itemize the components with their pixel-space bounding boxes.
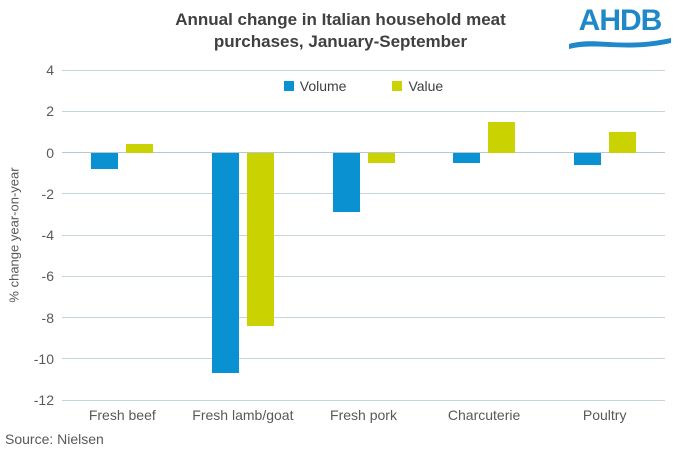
bar-value-fresh-beef bbox=[126, 144, 154, 153]
value-legend-label: Value bbox=[408, 78, 444, 94]
y-tick-label: -6 bbox=[41, 268, 54, 285]
gridline bbox=[62, 275, 665, 277]
gridline bbox=[62, 69, 665, 71]
gridline bbox=[62, 193, 665, 195]
y-tick-label: 0 bbox=[46, 144, 54, 161]
x-axis-label: Fresh beef bbox=[88, 407, 156, 423]
volume-swatch-icon bbox=[283, 81, 294, 91]
y-tick-label: 2 bbox=[46, 103, 54, 120]
source-note: Source: Nielsen bbox=[5, 431, 104, 447]
ahdb-logo: AHDB bbox=[569, 6, 671, 51]
chart-title: Annual change in Italian household meat … bbox=[175, 10, 506, 51]
zero-gridline bbox=[62, 152, 665, 153]
x-axis-label: Fresh pork bbox=[330, 407, 397, 423]
y-tick-label: -10 bbox=[33, 350, 54, 367]
value-swatch-icon bbox=[392, 81, 403, 91]
ahdb-logo-swoosh-icon bbox=[569, 38, 671, 49]
gridline bbox=[62, 317, 665, 318]
y-tick-label: -12 bbox=[33, 392, 54, 408]
bar-volume-poultry bbox=[573, 152, 601, 165]
bar-value-charcuterie bbox=[488, 121, 516, 153]
gridline bbox=[62, 234, 665, 236]
y-tick-label: -8 bbox=[41, 309, 54, 326]
gridline bbox=[62, 399, 665, 401]
legend: Volume Value bbox=[62, 78, 665, 94]
bar-value-poultry bbox=[608, 131, 636, 153]
bar-value-fresh-lamb-goat bbox=[246, 152, 274, 326]
bar-volume-fresh-pork bbox=[332, 152, 360, 213]
legend-item-value: Value bbox=[392, 78, 443, 94]
x-axis-label: Charcuterie bbox=[447, 407, 521, 423]
volume-legend-label: Volume bbox=[299, 78, 347, 94]
y-tick-label: -2 bbox=[41, 185, 54, 202]
gridline bbox=[62, 110, 665, 112]
y-tick-label: -4 bbox=[41, 227, 54, 243]
x-axis-label: Poultry bbox=[582, 407, 627, 423]
bar-volume-fresh-lamb-goat bbox=[211, 152, 239, 374]
x-axis-label: Fresh lamb/goat bbox=[192, 407, 294, 423]
gridline bbox=[62, 358, 665, 360]
bar-volume-fresh-beef bbox=[91, 152, 119, 169]
bar-value-fresh-pork bbox=[367, 152, 395, 163]
legend-item-volume: Volume bbox=[283, 78, 347, 94]
y-tick-label: 4 bbox=[46, 62, 54, 78]
ahdb-logo-text: AHDB bbox=[578, 4, 663, 37]
bar-volume-charcuterie bbox=[453, 152, 481, 163]
